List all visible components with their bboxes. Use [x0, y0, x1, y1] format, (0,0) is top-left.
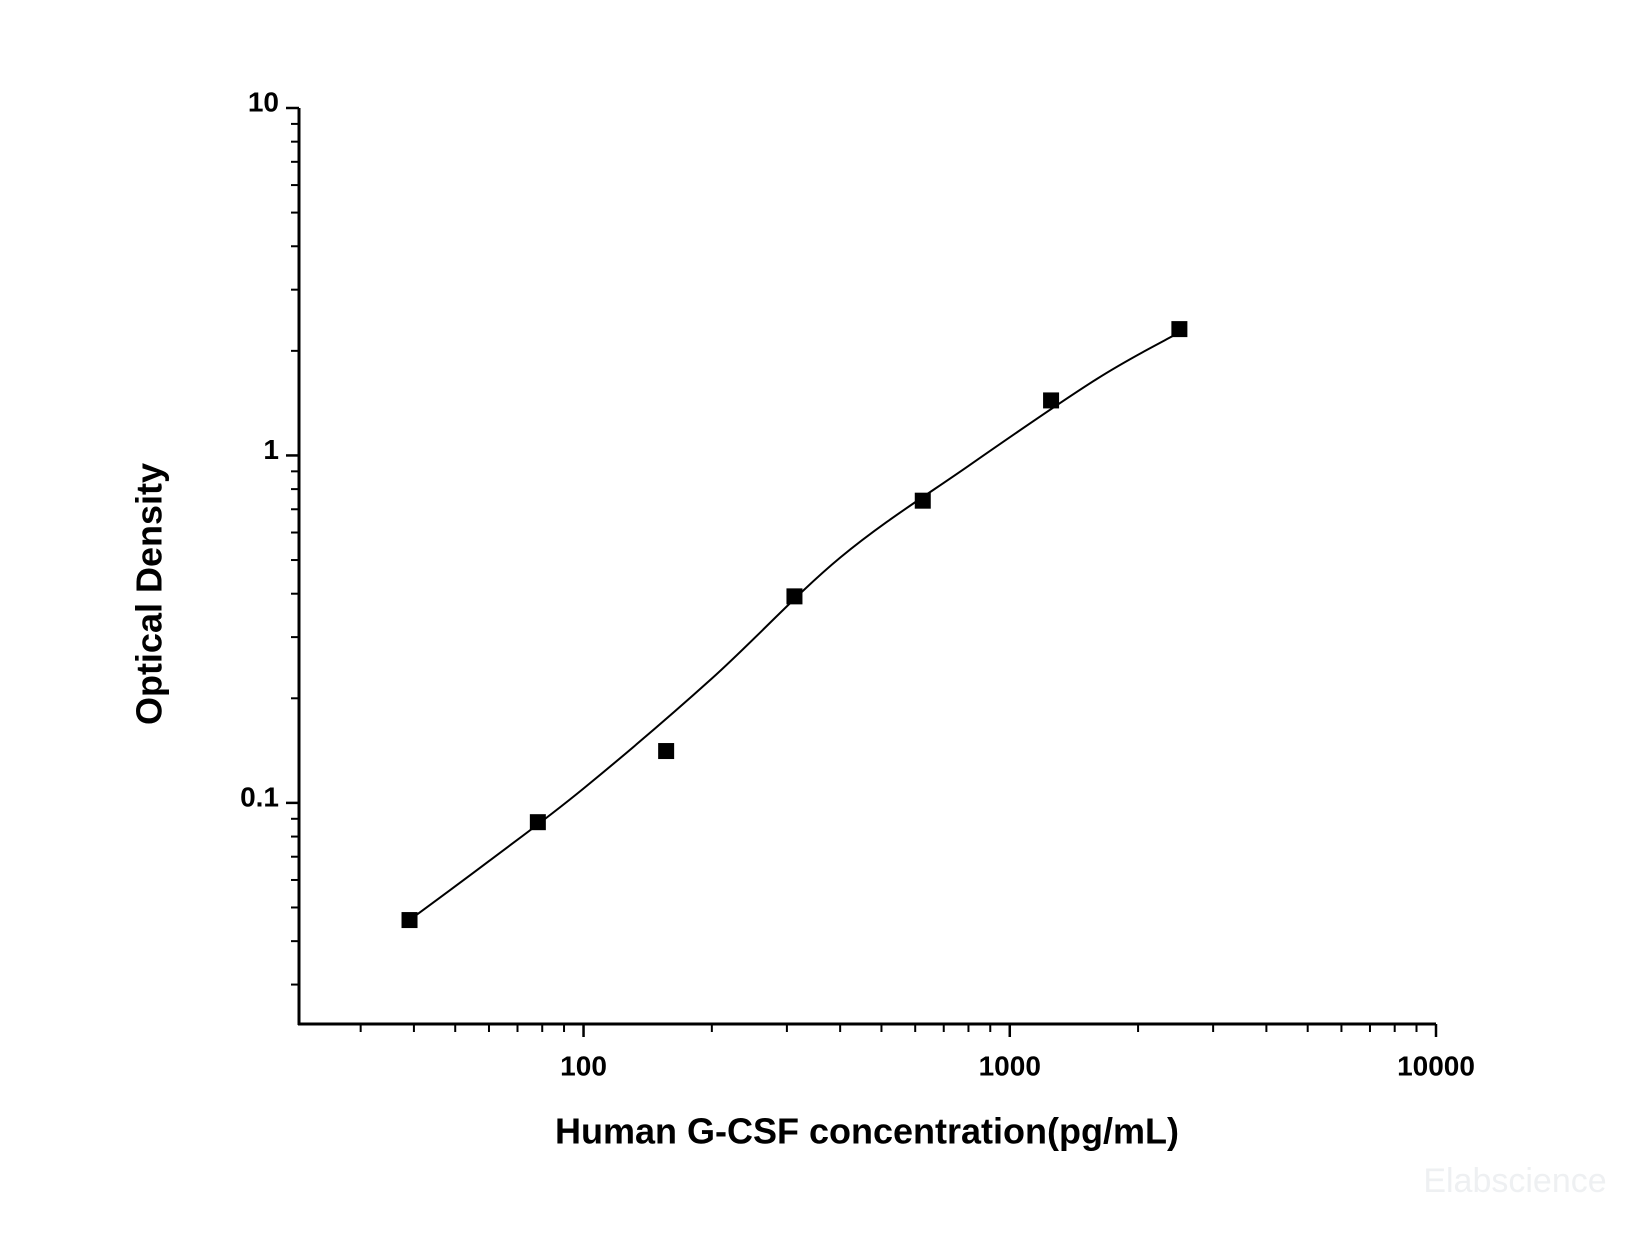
x-tick-label: 100	[560, 1050, 607, 1081]
y-tick-label: 10	[248, 86, 279, 117]
x-tick-label: 10000	[1397, 1050, 1475, 1081]
y-axis-title: Optical Density	[129, 463, 170, 725]
data-point	[786, 588, 803, 605]
x-tick-label: 1000	[979, 1050, 1041, 1081]
y-tick-label: 1	[263, 434, 279, 465]
data-point	[529, 814, 546, 831]
y-tick-label: 0.1	[240, 781, 279, 812]
data-point	[658, 743, 675, 760]
watermark: Elabscience	[1423, 1162, 1606, 1200]
fit-curve	[408, 331, 1180, 921]
data-point	[1043, 392, 1060, 409]
data-point	[914, 492, 931, 509]
data-point	[401, 912, 418, 929]
data-point	[1171, 321, 1188, 338]
x-axis-title: Human G-CSF concentration(pg/mL)	[555, 1111, 1179, 1152]
